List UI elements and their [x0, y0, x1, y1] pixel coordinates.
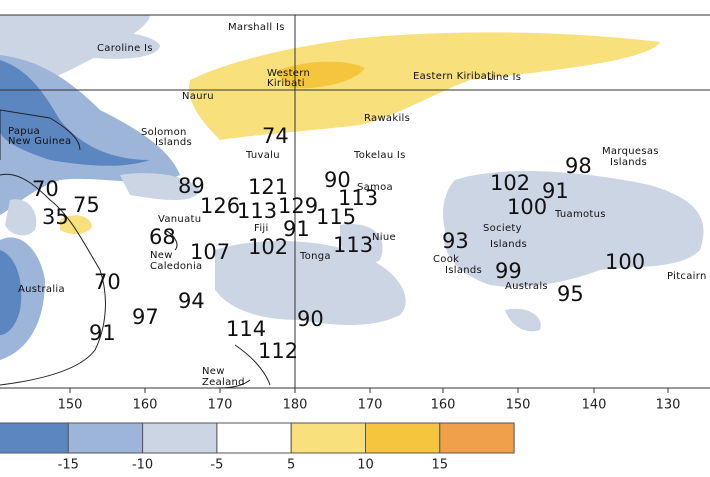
anomaly-value: 74 — [262, 124, 289, 148]
place-label: Tokelau Is — [353, 150, 406, 161]
anomaly-value: 107 — [190, 240, 230, 264]
legend-swatch — [0, 422, 69, 454]
anomaly-value: 90 — [324, 168, 351, 192]
place-label: New — [150, 250, 173, 261]
anomaly-value: 112 — [258, 339, 298, 363]
anomaly-value: 97 — [132, 305, 159, 329]
anomaly-value: 114 — [226, 317, 266, 341]
place-label: Solomon — [141, 127, 187, 138]
place-label: Islands — [490, 239, 527, 250]
anomaly-value: 35 — [42, 205, 69, 229]
place-label: Nauru — [182, 91, 214, 102]
anomaly-value: 126 — [200, 194, 240, 218]
anomaly-value: 75 — [73, 193, 100, 217]
legend-label: 10 — [357, 458, 374, 473]
anomaly-value: 121 — [248, 175, 288, 199]
place-label: New Guinea — [8, 136, 71, 147]
place-label: Samoa — [357, 182, 393, 193]
anomaly-value: 91 — [283, 217, 310, 241]
anomaly-value: 99 — [495, 259, 522, 283]
anomaly-value: 94 — [178, 289, 205, 313]
legend-label: -15 — [58, 458, 79, 473]
place-label: Fiji — [254, 223, 269, 234]
place-label: Australia — [18, 284, 65, 295]
legend-swatch — [67, 422, 144, 454]
anomaly-value: 91 — [542, 179, 569, 203]
anomaly-value: 70 — [94, 270, 121, 294]
place-label: Marshall Is — [228, 22, 285, 33]
shading — [0, 15, 704, 360]
place-label: Marquesas — [602, 146, 659, 157]
place-label: Islands — [610, 157, 647, 168]
place-label: Kiribati — [267, 78, 305, 89]
longitude-label: 180 — [283, 398, 308, 413]
place-label: Caledonia — [150, 261, 202, 272]
anomaly-value: 68 — [149, 225, 176, 249]
place-label: New — [202, 366, 225, 377]
legend-label: -10 — [132, 458, 153, 473]
anomaly-value: 100 — [507, 195, 547, 219]
anomaly-value: 113 — [237, 199, 277, 223]
anomaly-value: 98 — [565, 154, 592, 178]
longitude-label: 150 — [58, 398, 83, 413]
legend-swatch — [290, 422, 367, 454]
place-label: Papua — [8, 126, 40, 137]
place-label: Zealand — [202, 377, 245, 388]
place-label: Islands — [155, 137, 192, 148]
place-label: Cook — [433, 254, 459, 265]
legend-label: -5 — [210, 458, 223, 473]
anomaly-value: 102 — [248, 235, 288, 259]
place-label: Eastern Kiribati — [413, 71, 494, 82]
place-label: Caroline Is — [97, 43, 153, 54]
legend-label: 5 — [287, 458, 295, 473]
legend-swatch — [365, 422, 441, 454]
longitude-label: 140 — [582, 398, 607, 413]
legend-swatch — [142, 422, 218, 454]
anomaly-value: 115 — [316, 205, 356, 229]
place-label: Australs — [505, 281, 548, 292]
anomaly-value: 129 — [278, 194, 318, 218]
legend-label: 15 — [432, 458, 449, 473]
anomaly-value: 90 — [297, 307, 324, 331]
anomaly-value: 95 — [557, 282, 584, 306]
anomaly-value: 113 — [338, 186, 378, 210]
grid — [0, 14, 710, 389]
anomaly-value: 113 — [333, 233, 373, 257]
place-label: Western — [267, 68, 310, 79]
anomaly-value: 93 — [442, 229, 469, 253]
place-label: Vanuatu — [158, 214, 201, 225]
place-label: Line Is — [487, 72, 521, 83]
anomaly-value: 100 — [605, 250, 645, 274]
longitude-label: 170 — [358, 398, 383, 413]
place-label: Tuvalu — [245, 150, 280, 161]
longitude-label: 150 — [506, 398, 531, 413]
legend: -15 -10 -5 5 10 15 — [0, 422, 515, 473]
place-label: Tuamotus — [554, 209, 606, 220]
anomaly-value: 70 — [32, 177, 59, 201]
longitude-label: 160 — [431, 398, 456, 413]
place-label: Society — [483, 223, 522, 234]
place-label: Tonga — [299, 251, 331, 262]
place-label: Islands — [445, 265, 482, 276]
anomaly-value: 91 — [89, 321, 116, 345]
place-label: Rawakils — [364, 113, 410, 124]
anomaly-value: 102 — [490, 171, 530, 195]
legend-swatch — [439, 422, 515, 454]
longitude-label: 160 — [133, 398, 158, 413]
longitude-label: 130 — [656, 398, 681, 413]
place-label: Niue — [372, 232, 396, 243]
anomaly-value: 89 — [178, 174, 205, 198]
longitude-label: 170 — [208, 398, 233, 413]
place-label: Pitcairn — [667, 271, 707, 282]
legend-swatch — [216, 422, 292, 454]
